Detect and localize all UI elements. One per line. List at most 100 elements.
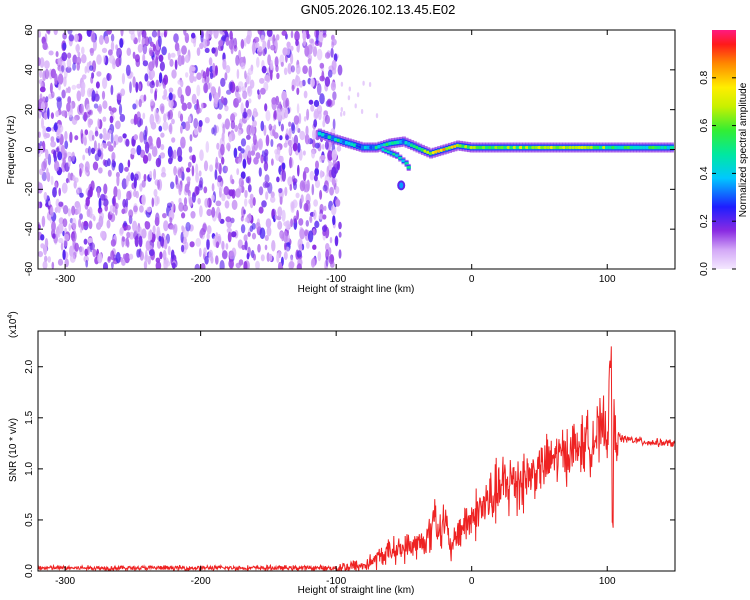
noise-cell	[133, 177, 137, 189]
signal-core	[657, 145, 662, 150]
noise-cell	[225, 243, 229, 250]
noise-cell	[97, 142, 101, 150]
noise-cell	[312, 46, 318, 57]
noise-cell	[285, 108, 289, 118]
noise-cell	[316, 48, 323, 61]
spectrogram-x-axis: -300 -200 -100 0 100	[55, 30, 616, 285]
noise-cell	[61, 89, 66, 99]
noise-cell	[334, 235, 339, 247]
noise-cell	[154, 90, 158, 101]
noise-cell	[247, 150, 252, 159]
x-tick-label: 100	[599, 576, 616, 587]
noise-cell	[146, 80, 151, 87]
noise-cell	[302, 150, 306, 156]
noise-cell	[356, 92, 360, 98]
noise-cell	[125, 237, 129, 247]
noise-cell	[189, 199, 193, 205]
noise-cell	[106, 141, 112, 147]
noise-cell	[198, 247, 202, 258]
noise-cell	[249, 198, 254, 209]
noise-cell	[149, 249, 155, 257]
noise-cell	[176, 146, 183, 159]
noise-cell	[78, 218, 82, 228]
noise-cell	[290, 65, 295, 73]
noise-cell	[290, 53, 294, 65]
noise-cell	[47, 30, 51, 35]
noise-cell	[205, 141, 210, 153]
noise-cell	[162, 121, 169, 131]
noise-cell	[115, 120, 121, 130]
noise-cell	[155, 157, 161, 168]
noise-cell	[186, 176, 191, 183]
noise-cell	[278, 188, 283, 194]
noise-cell	[324, 114, 330, 125]
noise-cell	[287, 62, 292, 75]
noise-cell	[315, 160, 319, 170]
noise-cell	[243, 234, 248, 242]
noise-cell	[180, 136, 186, 149]
noise-cell	[303, 90, 308, 99]
noise-cell	[331, 177, 336, 186]
snr-panel: -300 -200 -100 0 100 0.0 0.5 1.0 1.5 2.0 Height …	[7, 311, 676, 596]
snr-y-label: SNR (10 * v/v)	[8, 418, 19, 482]
noise-cell	[135, 58, 141, 68]
noise-cell	[291, 84, 295, 92]
noise-cell	[60, 144, 65, 155]
noise-cell	[260, 34, 266, 43]
noise-cell	[101, 47, 108, 54]
noise-cell	[43, 112, 48, 120]
noise-cell	[290, 30, 294, 39]
noise-cell	[144, 141, 150, 154]
noise-cell	[217, 86, 221, 98]
noise-cell	[71, 151, 75, 162]
noise-cell	[285, 220, 291, 231]
noise-cell	[57, 73, 64, 85]
noise-cell	[195, 172, 200, 183]
noise-cell	[65, 178, 69, 184]
snr-frame	[37, 330, 676, 572]
noise-cell	[143, 173, 147, 182]
noise-cell	[179, 113, 184, 122]
spectrogram-y-axis: -60 -40 -20 0 20 40 60	[24, 24, 675, 276]
noise-cell	[202, 223, 208, 233]
noise-cell	[265, 134, 270, 147]
noise-cell	[225, 65, 231, 74]
noise-cell	[241, 244, 246, 250]
noise-cell	[71, 205, 76, 216]
noise-cell	[67, 86, 71, 94]
signal-core	[669, 145, 675, 150]
noise-cell	[38, 224, 41, 230]
signal-core	[524, 145, 530, 150]
noise-cell	[170, 181, 175, 190]
noise-cell	[98, 35, 104, 45]
noise-cell	[122, 198, 127, 208]
noise-cell	[73, 180, 77, 189]
noise-cell	[240, 62, 246, 70]
noise-cell	[173, 33, 179, 43]
noise-cell	[157, 179, 160, 190]
noise-cell	[74, 242, 79, 252]
noise-cell	[296, 263, 302, 269]
noise-cell	[72, 175, 76, 182]
noise-cell	[368, 82, 372, 87]
noise-cell	[247, 184, 252, 193]
noise-cell	[283, 251, 288, 260]
noise-cell	[332, 99, 335, 106]
noise-cell	[214, 169, 218, 181]
noise-cell	[142, 43, 148, 55]
noise-cell	[74, 135, 79, 141]
noise-cell	[204, 255, 209, 265]
noise-cell	[261, 150, 265, 158]
noise-cell	[226, 142, 231, 151]
snr-series-group	[38, 346, 675, 571]
noise-cell	[67, 96, 72, 105]
noise-cell	[217, 175, 223, 183]
noise-cell	[150, 87, 154, 94]
noise-cell	[236, 68, 240, 80]
noise-cell	[127, 159, 131, 168]
noise-cell	[168, 109, 173, 120]
noise-cell	[288, 146, 292, 155]
noise-cell	[235, 262, 241, 269]
noise-cell	[225, 216, 232, 223]
noise-cell	[258, 206, 264, 214]
